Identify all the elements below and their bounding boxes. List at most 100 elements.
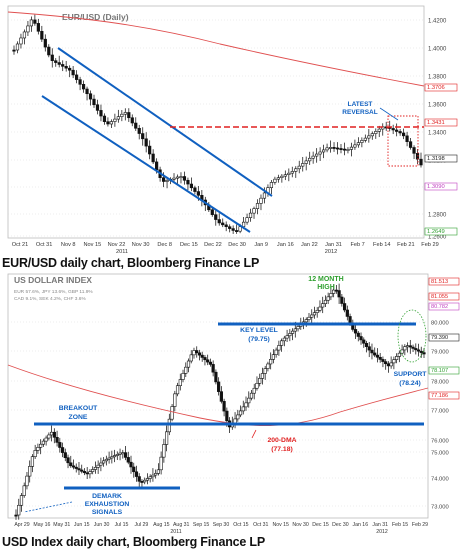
eurusd-y-tick-label: 1.2600 <box>428 235 447 241</box>
eurusd-candle-body <box>363 137 367 141</box>
eurusd-candle-body <box>391 128 395 131</box>
usd-annotation-breakout: ZONE <box>69 414 88 421</box>
eurusd-candle-body <box>214 214 218 220</box>
usd-candle-body <box>63 452 67 458</box>
usd-candle-body <box>195 350 199 354</box>
usd-candle-body <box>77 468 81 471</box>
usd-candle-body <box>334 289 338 292</box>
eurusd-x-tick-label: Jan 16 <box>277 242 294 248</box>
eurusd-candle-body <box>109 121 114 125</box>
usd-x-tick-label: Jan 31 <box>372 522 388 528</box>
eurusd-candle-body <box>196 191 200 196</box>
eurusd-x-tick-label: Nov 30 <box>132 242 150 248</box>
eurusd-candle-body <box>193 187 197 192</box>
usd-candle-body <box>395 356 399 360</box>
usd-candle-body <box>118 452 122 455</box>
usd-candle-body <box>370 349 374 354</box>
usd-candle-body <box>148 476 152 479</box>
usd-candle-body <box>71 465 76 468</box>
usd-candle-body <box>143 479 147 483</box>
usd-candle-body <box>96 464 100 468</box>
eurusd-candle-body <box>332 147 336 149</box>
usd-candle-body <box>132 466 136 473</box>
usd-candle-body <box>356 332 360 337</box>
eurusd-candle-body <box>29 19 33 27</box>
eurusd-annotation-reversal: REVERSAL <box>342 109 377 116</box>
eurusd-x-tick-label: Dec 30 <box>228 242 246 248</box>
usd-candle-body <box>312 312 317 316</box>
eurusd-candle-body <box>189 183 194 189</box>
usd-candle-body <box>266 363 270 369</box>
usd-candle-body <box>258 378 262 384</box>
eurusd-channel-lower <box>41 95 251 233</box>
eurusd-x-tick-label: Nov 15 <box>83 242 101 248</box>
eurusd-price-tag-box <box>424 83 458 92</box>
usd-candle-body <box>178 379 182 387</box>
usd-candle-body <box>217 381 221 392</box>
eurusd-price-tag: 1.3090 <box>427 184 445 190</box>
eurusd-candle-body <box>123 112 127 115</box>
eurusd-candle-body <box>318 151 322 155</box>
eurusd-price-tag-box <box>424 118 458 127</box>
eurusd-candle-body <box>408 141 413 148</box>
usd-candle-body <box>416 349 421 352</box>
usd-x-tick-label: Aug 31 <box>173 522 190 528</box>
usd-price-tag: 80.782 <box>431 304 448 310</box>
usd-candle-body <box>408 345 412 348</box>
eurusd-candle-body <box>12 49 16 52</box>
usd-candle-body <box>93 467 98 470</box>
usd-candle-body <box>60 447 65 453</box>
eurusd-price-tag-box <box>424 182 458 191</box>
usd-annotation-demark: EXHAUSTION <box>85 501 130 508</box>
usd-candle-body <box>203 357 207 361</box>
usd-candle-body <box>238 410 243 416</box>
usd-weights-line: EUR 57.6%, JPY 13.6%, GBP 11.9% <box>14 289 93 295</box>
usd-candle-body <box>236 414 240 420</box>
eurusd-candle-body <box>308 157 312 162</box>
usd-x-tick-label: May 31 <box>53 522 70 528</box>
eurusd-candle-body <box>81 84 86 90</box>
eurusd-candle-body <box>280 175 284 178</box>
usd-candle-body <box>296 326 300 330</box>
usd-candle-body <box>74 466 78 469</box>
eurusd-candle-body <box>311 155 315 159</box>
eurusd-candle-body <box>367 135 371 139</box>
eurusd-candle-body <box>61 64 65 67</box>
usd-candle-body <box>260 373 265 379</box>
usd-candle-body <box>241 406 245 412</box>
eurusd-price-tag: 1.3706 <box>427 85 445 91</box>
usd-candle-body <box>58 442 62 448</box>
usd-candle-body <box>145 478 150 481</box>
eurusd-candle-body <box>144 138 148 147</box>
usd-candle-body <box>414 348 418 351</box>
usd-candle-body <box>91 469 95 472</box>
usd-x-tick-label: Apr 29 <box>14 522 29 528</box>
eurusd-candle-body <box>120 113 124 117</box>
usd-candle-body <box>225 410 229 422</box>
eurusd-candle-body <box>224 224 228 228</box>
usd-x-tick-label: Sep 30 <box>213 522 230 528</box>
usd-candle-body <box>323 299 328 304</box>
eurusd-candle-body <box>22 31 27 39</box>
usd-plot-frame <box>7 273 429 519</box>
eurusd-candle-body <box>304 160 308 164</box>
eurusd-candle-body <box>43 38 47 48</box>
usd-candle-body <box>244 402 248 408</box>
usd-annotation-high: HIGH <box>317 284 335 291</box>
usd-candle-body <box>173 393 177 407</box>
usd-x-tick-label: Jun 15 <box>74 522 90 528</box>
eurusd-candle-body <box>255 203 260 209</box>
eurusd-candle-body <box>179 176 183 179</box>
usd-candle-body <box>400 349 404 354</box>
usd-candle-body <box>373 352 377 356</box>
usd-price-tag: 79.390 <box>431 335 448 341</box>
usd-candle-body <box>140 481 144 483</box>
eurusd-candle-body <box>50 54 54 61</box>
usd-price-tag: 81.513 <box>431 279 448 285</box>
usd-candle-body <box>14 514 18 517</box>
usd-candle-body <box>326 296 330 301</box>
usd-candle-body <box>154 473 158 476</box>
eurusd-candle-body <box>210 209 214 215</box>
eurusd-x-tick-label: Feb 7 <box>350 242 364 248</box>
usd-x-tick-label: Jan 16 <box>353 522 369 528</box>
